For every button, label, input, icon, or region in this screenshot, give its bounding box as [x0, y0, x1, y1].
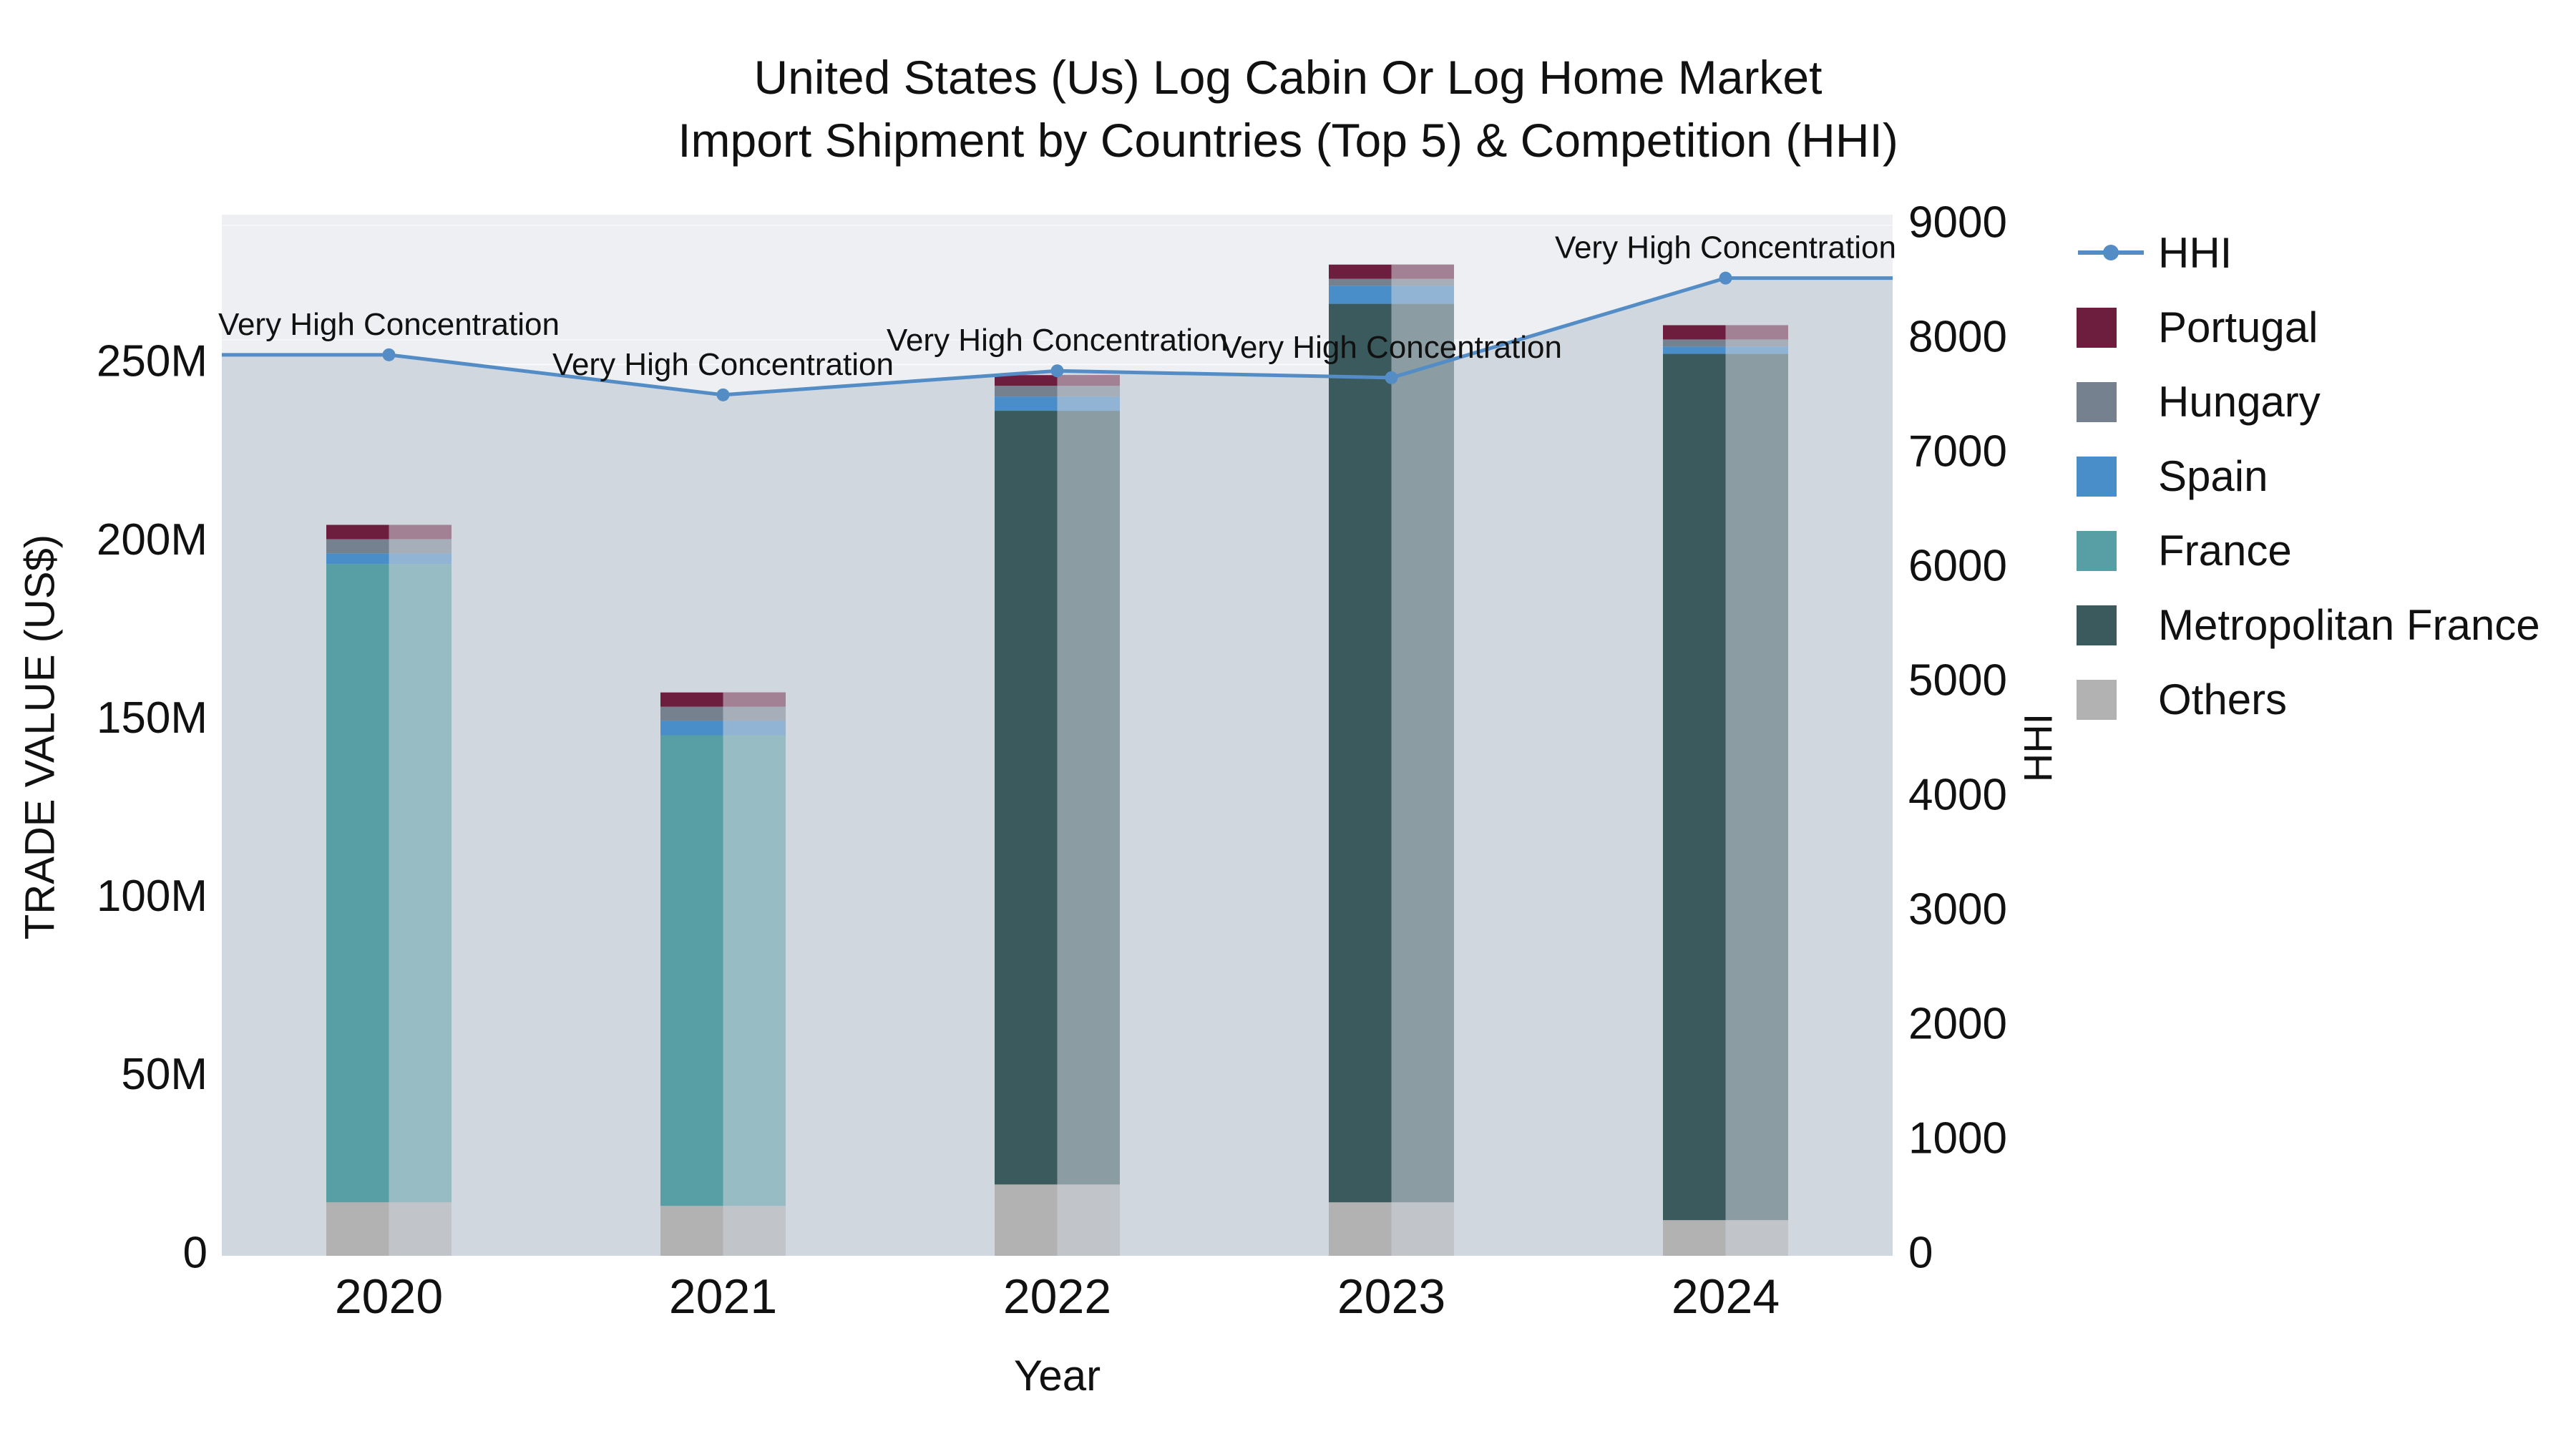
- x-tick-2022: 2022: [1003, 1269, 1111, 1324]
- legend-label: Portugal: [2158, 303, 2318, 351]
- legend-label: Others: [2158, 675, 2288, 723]
- annotation-2021: Very High Concentration: [552, 347, 894, 382]
- legend-label: HHI: [2158, 228, 2233, 277]
- bar-metropolitan-france-2022[interactable]: [995, 411, 1120, 1185]
- legend-item-portugal[interactable]: Portugal: [2075, 303, 2540, 351]
- legend-item-others[interactable]: Others: [2075, 675, 2540, 723]
- bar-portugal-2021[interactable]: [660, 692, 786, 707]
- bar-portugal-2023[interactable]: [1329, 264, 1454, 279]
- bar-spain-2024[interactable]: [1663, 346, 1788, 354]
- y-axis-title-left: TRADE VALUE (US$): [16, 534, 64, 940]
- y-right-tick-0: 0: [1908, 1228, 1933, 1277]
- y-left-tick-200M: 200M: [97, 515, 208, 565]
- x-axis-title: Year: [1013, 1352, 1101, 1400]
- legend-swatch-icon: [2077, 531, 2117, 571]
- bar-hungary-2021[interactable]: [660, 706, 786, 721]
- hhi-marker-2022[interactable]: [1050, 364, 1064, 378]
- x-tick-2023: 2023: [1337, 1269, 1445, 1324]
- legend-line-marker-icon: [2078, 245, 2144, 260]
- bar-hungary-2023[interactable]: [1329, 278, 1454, 286]
- bar-hungary-2020[interactable]: [326, 539, 452, 554]
- legend-item-spain[interactable]: Spain: [2075, 452, 2540, 500]
- y-right-tick-6000: 6000: [1908, 541, 2007, 590]
- chart-title-block: United States (Us) Log Cabin Or Log Home…: [0, 46, 2576, 172]
- legend-item-metropolitan-france[interactable]: Metropolitan France: [2075, 600, 2540, 649]
- y-left-tick-150M: 150M: [97, 693, 208, 743]
- legend-item-hhi[interactable]: HHI: [2075, 228, 2540, 277]
- hhi-marker-2024[interactable]: [1719, 271, 1732, 285]
- hhi-marker-2021[interactable]: [716, 388, 730, 401]
- legend-swatch-icon: [2077, 308, 2117, 348]
- legend-label: Metropolitan France: [2158, 600, 2540, 649]
- legend-label: France: [2158, 526, 2292, 575]
- bar-france-2021[interactable]: [660, 735, 786, 1206]
- hhi-marker-2020[interactable]: [382, 348, 396, 361]
- legend-item-france[interactable]: France: [2075, 526, 2540, 575]
- x-tick-2024: 2024: [1672, 1269, 1780, 1324]
- y-left-tick-100M: 100M: [97, 872, 208, 921]
- annotation-2024: Very High Concentration: [1555, 230, 1896, 265]
- bar-spain-2021[interactable]: [660, 721, 786, 736]
- bar-others-2022[interactable]: [995, 1184, 1120, 1256]
- legend-label: Spain: [2158, 452, 2268, 500]
- bar-metropolitan-france-2024[interactable]: [1663, 353, 1788, 1221]
- bar-hungary-2022[interactable]: [995, 386, 1120, 397]
- y-right-tick-3000: 3000: [1908, 884, 2007, 934]
- legend-swatch-icon: [2077, 680, 2117, 720]
- chart-subtitle: Import Shipment by Countries (Top 5) & C…: [678, 114, 1898, 167]
- y-right-tick-5000: 5000: [1908, 655, 2007, 705]
- bar-france-2020[interactable]: [326, 564, 452, 1203]
- x-tick-2020: 2020: [335, 1269, 443, 1324]
- y-right-tick-8000: 8000: [1908, 312, 2007, 361]
- bar-others-2021[interactable]: [660, 1206, 786, 1256]
- legend: HHI Portugal Hungary Spain France Metropolita…: [2075, 228, 2540, 751]
- y-right-tick-2000: 2000: [1908, 999, 2007, 1048]
- hhi-marker-2023[interactable]: [1385, 371, 1398, 384]
- bar-metropolitan-france-2023[interactable]: [1329, 303, 1454, 1203]
- y-left-tick-50M: 50M: [121, 1050, 208, 1099]
- y-left-tick-250M: 250M: [97, 337, 208, 386]
- legend-item-hungary[interactable]: Hungary: [2075, 377, 2540, 426]
- bar-hungary-2024[interactable]: [1663, 339, 1788, 347]
- bar-others-2024[interactable]: [1663, 1220, 1788, 1256]
- x-tick-2021: 2021: [669, 1269, 777, 1324]
- y-right-tick-4000: 4000: [1908, 770, 2007, 819]
- y-axis-title-right: HHI: [2015, 713, 2061, 783]
- legend-swatch-icon: [2077, 382, 2117, 422]
- bar-spain-2022[interactable]: [995, 396, 1120, 411]
- y-right-tick-1000: 1000: [1908, 1113, 2007, 1163]
- annotation-2020: Very High Concentration: [218, 307, 560, 342]
- chart-title: United States (Us) Log Cabin Or Log Home…: [753, 51, 1823, 104]
- legend-swatch-icon: [2077, 457, 2117, 497]
- bar-portugal-2024[interactable]: [1663, 325, 1788, 340]
- bar-spain-2020[interactable]: [326, 553, 452, 565]
- bar-others-2023[interactable]: [1329, 1202, 1454, 1256]
- bar-portugal-2020[interactable]: [326, 525, 452, 540]
- y-left-tick-0: 0: [183, 1228, 208, 1277]
- legend-swatch-icon: [2077, 605, 2117, 645]
- y-right-tick-9000: 9000: [1908, 197, 2007, 247]
- y-right-tick-7000: 7000: [1908, 426, 2007, 476]
- bar-spain-2023[interactable]: [1329, 286, 1454, 304]
- annotation-2022: Very High Concentration: [887, 323, 1228, 358]
- bar-others-2020[interactable]: [326, 1202, 452, 1256]
- legend-label: Hungary: [2158, 377, 2321, 426]
- annotation-2023: Very High Concentration: [1221, 330, 1562, 365]
